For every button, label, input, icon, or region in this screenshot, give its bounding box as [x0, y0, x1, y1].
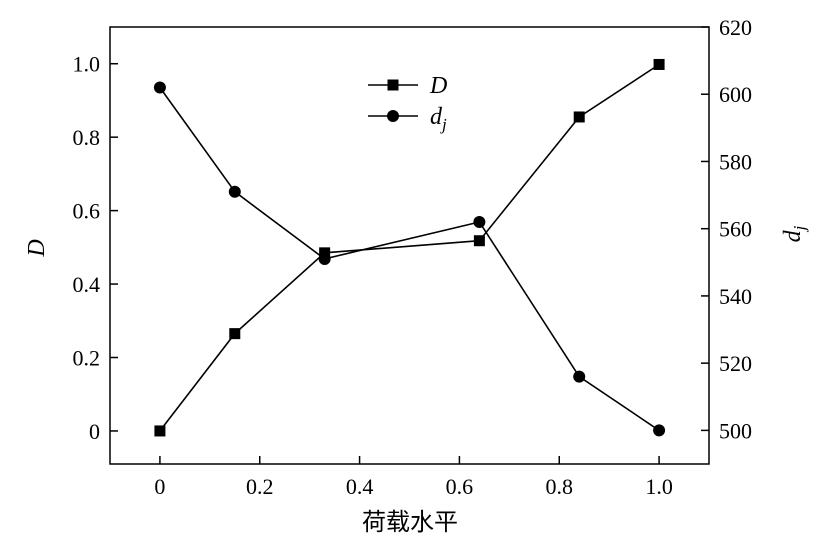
- y-left-tick-label: 0.8: [73, 125, 101, 150]
- legend-label-base: d: [430, 104, 443, 130]
- data-point-D: [229, 328, 241, 340]
- y-left-tick-label: 0.2: [73, 346, 101, 371]
- data-point-D: [653, 58, 665, 70]
- data-point-dj: [653, 424, 666, 437]
- x-axis-ticks: 0 0.2 0.4 0.6 0.8 1.0: [154, 456, 673, 499]
- x-tick-label: 0.6: [446, 474, 474, 499]
- y-right-tick-label: 540: [719, 284, 752, 309]
- legend-marker-dj: [387, 110, 399, 122]
- y-left-tick-label: 0.4: [73, 272, 101, 297]
- y-left-axis-title: D: [24, 239, 50, 257]
- legend-label-base: D: [429, 73, 447, 99]
- legend-label-sub: j: [440, 115, 447, 134]
- series-dj: [153, 81, 666, 437]
- y-right-tick-label: 520: [719, 351, 752, 376]
- y-left-tick-label: 0.6: [73, 199, 101, 224]
- y-right-axis-ticks: 500 520 540 560 580 600 620: [701, 15, 752, 443]
- legend-label-dj: dj: [430, 104, 447, 134]
- y-left-tick-label: 0: [89, 419, 100, 444]
- y-right-tick-label: 500: [719, 418, 752, 443]
- series-D: [154, 58, 665, 437]
- series-layer: [153, 58, 666, 437]
- data-point-D: [154, 425, 166, 437]
- x-tick-label: 0.8: [546, 474, 574, 499]
- y-left-tick-label: 1.0: [73, 52, 101, 77]
- legend-label-D: D: [429, 73, 447, 99]
- y-right-tick-label: 600: [719, 82, 752, 107]
- x-tick-label: 0: [154, 474, 165, 499]
- series-line-dj: [159, 87, 660, 432]
- x-tick-label: 0.2: [246, 474, 274, 499]
- data-point-dj: [153, 81, 166, 94]
- data-point-D: [473, 235, 485, 247]
- data-point-D: [573, 111, 585, 123]
- y-right-axis-title-sub: j: [790, 225, 809, 232]
- y-right-tick-label: 560: [719, 217, 752, 242]
- legend: Ddj: [368, 73, 447, 134]
- y-right-axis-title: dj: [780, 225, 809, 242]
- series-line-D: [159, 63, 660, 432]
- plot-frame: [109, 26, 710, 465]
- data-point-dj: [473, 215, 486, 228]
- x-tick-label: 0.4: [346, 474, 374, 499]
- x-tick-label: 1.0: [645, 474, 673, 499]
- data-point-dj: [318, 252, 331, 265]
- y-right-tick-label: 580: [719, 149, 752, 174]
- legend-marker-D: [387, 79, 399, 91]
- x-axis-title: 荷载水平: [362, 509, 458, 536]
- y-right-axis-title-base: d: [780, 229, 806, 242]
- data-point-dj: [228, 185, 241, 198]
- y-left-axis-ticks: 0 0.2 0.4 0.6 0.8 1.0: [73, 52, 118, 444]
- y-right-tick-label: 620: [719, 15, 752, 40]
- data-point-dj: [573, 370, 586, 383]
- data-point-D: [319, 247, 331, 259]
